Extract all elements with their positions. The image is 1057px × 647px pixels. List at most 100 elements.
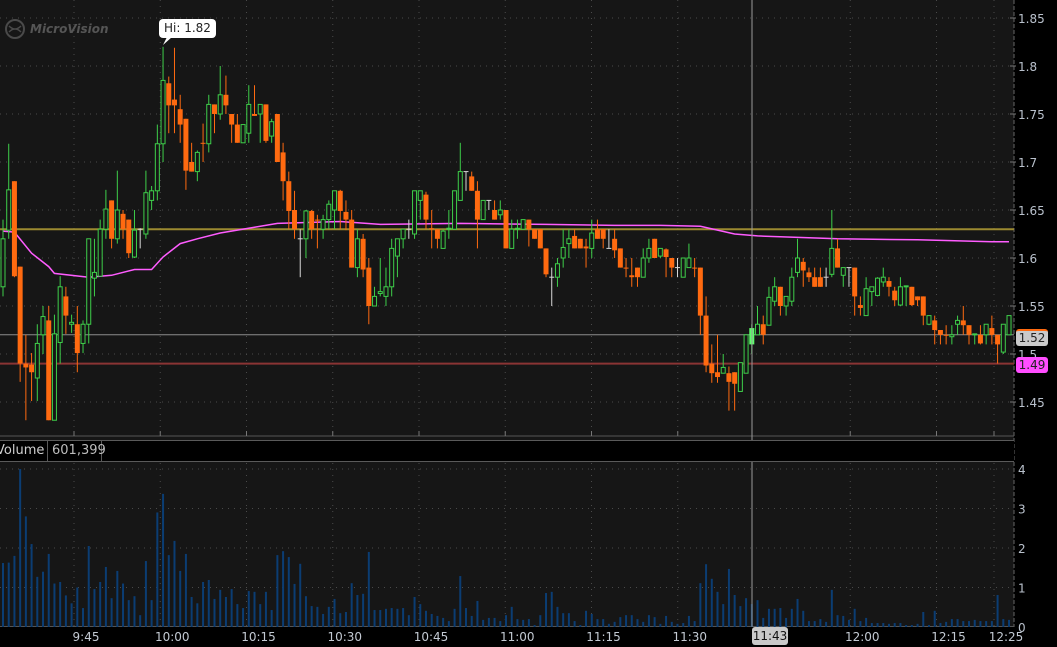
candle-body-up [452,190,458,230]
candle [183,118,189,190]
candle [474,181,480,249]
volume-bar [1002,619,1005,627]
volume-bar [30,544,33,627]
candle-body-down [532,229,538,239]
volume-bar [64,595,67,627]
candle-body-up [686,257,692,269]
candle-body-down [857,305,863,308]
candle-body-up [143,192,149,235]
volume-bar [196,603,199,627]
candle-body-up [480,199,486,221]
candle-body-down [360,238,366,270]
candle-body-down [709,363,715,374]
price-tick-label: 1.7 [1018,156,1037,170]
candle [80,320,86,354]
candle-body-down [812,277,818,287]
candle [1000,323,1006,354]
candle-body-down [943,334,949,336]
candle-body-down [726,373,732,382]
candle [589,219,595,258]
volume-bar [613,621,616,627]
time-tick-label: 10:30 [327,630,362,644]
volume-bar [699,583,702,627]
candle [337,189,343,230]
candle [360,234,366,278]
candle [629,258,635,287]
candle-body-down [920,296,926,316]
candle-body-up [497,209,503,216]
volume-bar [93,589,96,627]
volume-bar [19,469,22,627]
volume-bar [607,623,610,627]
candle-body-up [903,285,909,288]
candle [537,229,543,249]
candle-body-up [69,321,75,325]
volume-bar [647,615,650,627]
candle [200,123,206,162]
candle [343,200,349,231]
candle [406,219,412,239]
candle [349,210,355,268]
candle [263,104,269,143]
candle [972,333,978,345]
candle [732,372,738,411]
volume-bar [962,621,965,627]
volume-bar [47,553,50,627]
candle [114,170,120,244]
volume-bar [773,608,776,627]
volume-bar [659,623,662,627]
volume-bar [505,615,508,627]
candle-body-up [206,103,212,145]
candle [583,238,589,268]
volume-bar [419,604,422,627]
candle-body-down [577,238,583,249]
candle [137,228,143,249]
volume-bar [779,608,782,627]
candle-body-up [34,342,40,379]
candle [303,210,309,258]
candle [669,258,675,278]
candle [389,238,395,297]
candle-body-up [57,286,63,343]
volume-bar [487,617,490,627]
volume-bar [687,615,690,627]
volume-bar [459,576,462,627]
volume-bar [939,623,942,627]
volume-bar [184,553,187,627]
volume-bar [282,551,285,627]
volume-bar [127,600,130,627]
candle [189,142,195,172]
candle-body-down [274,114,280,162]
candle [269,118,275,143]
time-axis-background [0,627,1057,647]
candle [715,334,720,383]
candle-body-up [257,103,263,115]
volume-bar [356,595,359,627]
volume-bar [407,615,410,627]
candle-body-up [772,286,778,302]
volume-bar [842,615,845,627]
candle [812,267,818,287]
volume-bar [139,615,142,627]
candle [314,214,320,249]
volume-bar [207,579,210,627]
volume-bar [722,604,725,627]
candle [366,258,372,325]
volume-bar [602,619,605,627]
candle [332,190,338,230]
candle [320,214,326,239]
volume-bar [653,617,656,627]
volume-bar [1008,619,1011,627]
volume-bar [539,615,542,627]
candle [286,171,292,230]
volume-bar [213,598,216,627]
volume-bar [99,581,102,627]
candle-body-down [200,142,206,144]
candle-body-up [720,366,726,374]
volume-bar [413,596,416,627]
candle [549,267,555,306]
candle-body-up [246,103,252,134]
volume-bar [253,591,256,627]
candle-body-down [909,286,915,306]
